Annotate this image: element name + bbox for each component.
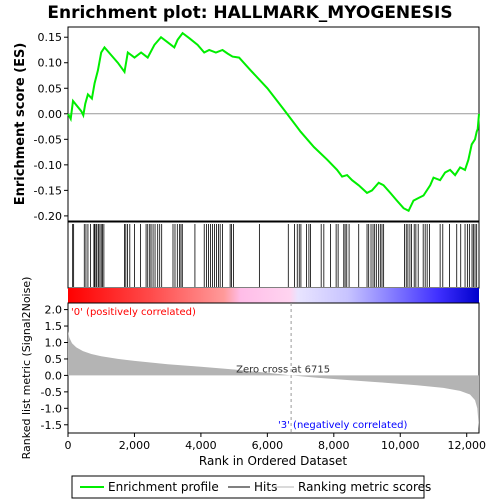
metric-y-tick-label: -1.0	[41, 402, 62, 415]
es-y-tick-label: -0.20	[34, 210, 62, 223]
metric-y-tick-label: 1.0	[45, 336, 63, 349]
zero-cross-label: Zero cross at 6715	[236, 364, 330, 375]
metric-y-tick-label: 0.5	[45, 353, 63, 366]
es-y-tick-label: 0.10	[38, 57, 63, 70]
metric-y-tick-label: -1.5	[41, 419, 62, 432]
x-tick-label: 12,000	[447, 439, 486, 452]
es-y-tick-label: -0.15	[34, 184, 62, 197]
negative-correlation-label: '3' (negatively correlated)	[278, 420, 407, 431]
es-y-tick-label: -0.10	[34, 159, 62, 172]
ranking-metric-area	[68, 331, 479, 429]
metric-y-axis: 2.0 1.5 1.0 0.5 0.0 -0.5 -1.0 -1.5	[41, 304, 68, 432]
x-axis-label: Rank in Ordered Dataset	[199, 454, 347, 468]
rank-gradient-bar	[68, 288, 479, 303]
x-tick-label: 10,000	[381, 439, 420, 452]
metric-y-tick-label: -0.5	[41, 386, 62, 399]
hits-panel	[67, 221, 480, 289]
x-tick-label: 2,000	[119, 439, 151, 452]
es-y-axis: 0.15 0.10 0.05 0.00 -0.05 -0.10 -0.15 -0.20	[34, 31, 68, 223]
metric-y-tick-label: 0.0	[45, 369, 63, 382]
x-tick-label: 0	[65, 439, 72, 452]
hits-panel-frame	[67, 221, 480, 289]
legend-label-enrichment: Enrichment profile	[108, 480, 219, 494]
rank-color-band	[68, 288, 479, 303]
metric-panel: 2.0 1.5 1.0 0.5 0.0 -0.5 -1.0 -1.5 Zero cross a…	[20, 277, 480, 460]
metric-y-tick-label: 1.5	[45, 320, 63, 333]
chart-title: Enrichment plot: HALLMARK_MYOGENESIS	[47, 3, 452, 23]
es-y-tick-label: -0.05	[34, 133, 62, 146]
es-y-tick-label: 0.05	[38, 82, 63, 95]
metric-y-tick-label: 2.0	[45, 304, 63, 317]
es-y-label: Enrichment score (ES)	[13, 43, 28, 206]
legend-label-hits: Hits	[254, 480, 277, 494]
positive-correlation-label: '0' (positively correlated)	[71, 307, 196, 318]
x-tick-label: 6,000	[252, 439, 284, 452]
es-y-tick-label: 0.00	[38, 108, 63, 121]
legend: Enrichment profile Hits Ranking metric s…	[71, 475, 431, 499]
es-panel: 0.15 0.10 0.05 0.00 -0.05 -0.10 -0.15 -0.20 Enr…	[13, 26, 480, 223]
es-panel-frame	[67, 26, 480, 222]
x-tick-label: 4,000	[185, 439, 217, 452]
metric-y-label: Ranked list metric (Signal2Noise)	[20, 277, 33, 460]
hit-marks	[72, 224, 478, 287]
x-tick-label: 8,000	[318, 439, 350, 452]
legend-label-metric: Ranking metric scores	[298, 480, 431, 494]
x-axis: 0 2,000 4,000 6,000 8,000 10,000 12,000	[65, 433, 486, 452]
es-y-tick-label: 0.15	[38, 31, 63, 44]
enrichment-profile-line	[67, 31, 480, 213]
